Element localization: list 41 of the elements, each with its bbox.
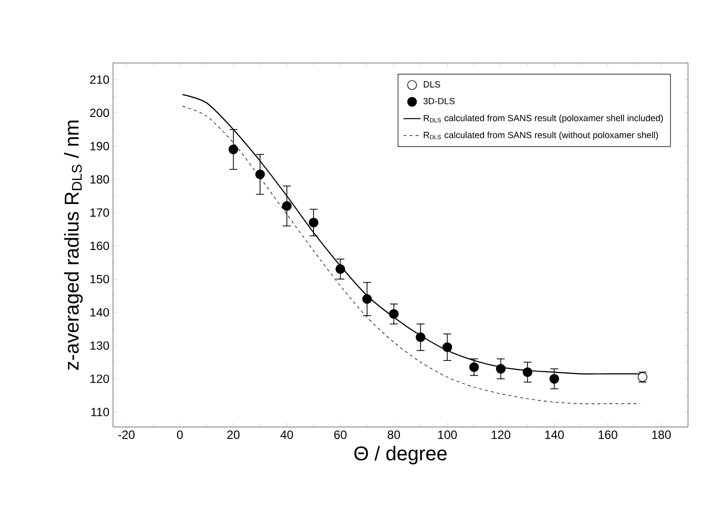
x-tick-label: 140 xyxy=(545,430,564,439)
x-tick-label: 0 xyxy=(177,430,183,439)
point xyxy=(388,309,399,319)
point xyxy=(549,374,560,384)
y-tick-label: 180 xyxy=(90,175,110,184)
y-tick-label: 130 xyxy=(90,341,110,350)
x-tick-label: 100 xyxy=(438,430,457,439)
y-tick-label: 150 xyxy=(90,274,110,284)
x-tick-label: 20 xyxy=(227,430,240,439)
x-tick-label: 60 xyxy=(334,430,347,439)
y-tick-label: 200 xyxy=(90,108,110,118)
point xyxy=(336,264,346,274)
y-tick-label: 120 xyxy=(90,374,110,384)
x-tick-label: 120 xyxy=(492,430,510,439)
x-axis-title: Θ / degree xyxy=(354,446,447,464)
legend-label: R$_{DLS}$ calculated from SANS result (poloxamer shell included) xyxy=(424,114,663,123)
point xyxy=(228,144,238,154)
legend-label: 3D-DLS xyxy=(423,98,455,104)
legend-label: R$_{DLS}$ calculated from SANS result (without poloxamer shell) xyxy=(424,132,658,140)
y-tick-label: 140 xyxy=(90,308,110,317)
x-tick-label: 40 xyxy=(280,430,294,439)
point xyxy=(522,367,532,377)
y-tick-label: 110 xyxy=(91,408,110,416)
x-tick-label: 160 xyxy=(598,430,618,439)
point xyxy=(282,201,292,211)
point xyxy=(416,332,426,342)
point xyxy=(362,294,372,304)
legend-label: DLS xyxy=(424,81,440,88)
y-tick-label: 190 xyxy=(90,142,110,150)
y-tick-label: 170 xyxy=(90,208,110,217)
point xyxy=(255,170,265,180)
y-axis-title: z-averaged radius R$_{DLS}$ / nm xyxy=(64,120,83,370)
x-tick-label: 80 xyxy=(388,430,400,439)
x-tick-label: -20 xyxy=(118,430,135,439)
point xyxy=(442,342,452,352)
y-tick-label: 160 xyxy=(90,242,110,250)
y-tick-label: 210 xyxy=(90,75,110,84)
point xyxy=(496,364,506,374)
point xyxy=(469,362,479,372)
x-tick-label: 180 xyxy=(652,430,671,439)
point xyxy=(308,218,318,228)
